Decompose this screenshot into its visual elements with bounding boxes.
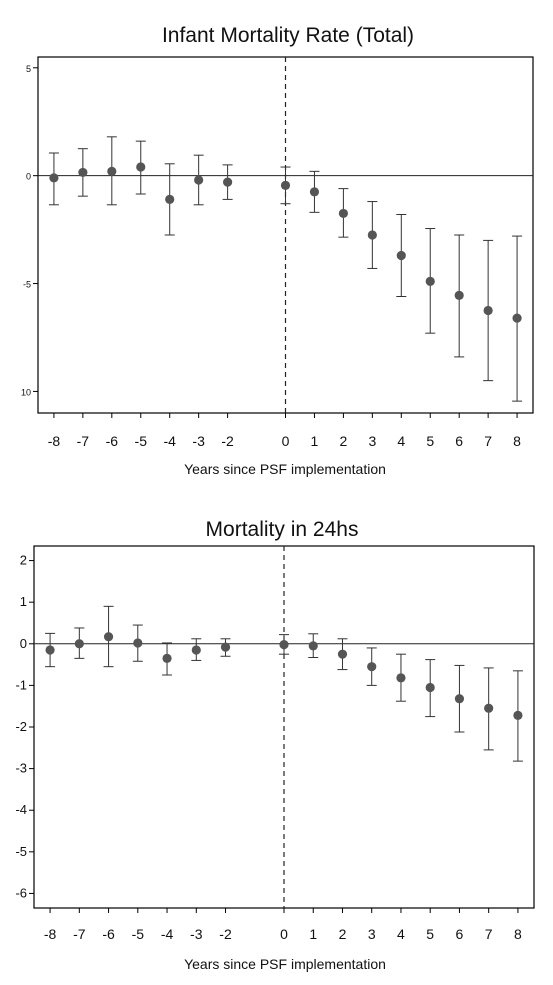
x-tick-label: -5 [135,433,148,449]
point-estimate [454,694,465,704]
x-tick-label: 1 [311,433,319,449]
point-estimate [396,673,406,683]
point-estimate [162,653,172,663]
y-tick-label: -5 [15,844,27,859]
y-tick-label: 0 [20,636,27,651]
point-estimate [308,641,318,651]
x-tick-label: 3 [368,926,376,942]
y-tick-label: -2 [15,719,27,734]
x-tick-label: -2 [219,926,232,942]
x-tick-label: -4 [163,433,176,449]
chart-title-1: Infant Mortality Rate (Total) [162,24,414,47]
x-tick-label: 7 [485,926,493,942]
point-estimate [396,250,406,261]
y-axis-ticks-1: 5 0 -5 10 [21,64,38,397]
x-tick-label: 6 [456,926,464,942]
point-estimate [107,166,117,176]
point-estimate [220,642,231,652]
x-tick-label: -8 [44,926,57,942]
point-estimate [512,313,522,323]
x-tick-label: 7 [484,433,492,449]
chart-panel-1: Infant Mortality Rate (Total) 50-510 -8-… [21,24,534,477]
point-estimate [133,638,143,648]
x-tick-label: 3 [368,433,376,449]
x-tick-label: -8 [48,433,61,449]
x-tick-label: 5 [426,926,434,942]
x-tick-label: 2 [339,926,347,942]
y-axis-ticks-2: 2 1 0 -1 -2 -3 -4 -5 -6 [15,553,34,900]
data-marks-2 [45,605,523,762]
point-estimate [280,180,291,190]
x-tick-label: 8 [513,433,521,449]
point-estimate [337,649,348,659]
x-tick-label: 0 [280,926,288,942]
x-axis-ticks-2: -8 -7 -6 -5 -4 -3 -2 0 1 2 3 4 5 6 7 8 [44,908,522,942]
y-tick-label: -4 [15,802,27,817]
y-tick-label: 2 [20,553,27,568]
x-axis-ticks-1: -8 -7 -6 -5 -4 -3 -2 0 1 2 3 4 5 6 7 8 [48,413,521,449]
data-marks-1 [48,136,523,402]
y-tick-label: 0 [26,172,31,182]
x-tick-label: 4 [397,926,405,942]
x-tick-label: 8 [514,926,522,942]
point-estimate [513,710,523,720]
x-axis-label-2: Years since PSF implementation [184,956,386,972]
x-tick-label: -4 [161,926,174,942]
point-estimate [45,645,55,655]
y-tick-label: -5 [23,280,31,290]
point-estimate [483,305,493,316]
point-estimate [309,187,320,197]
point-estimate [49,173,59,183]
point-estimate [484,703,494,713]
x-tick-label: 1 [309,926,317,942]
x-axis-label-1: Years since PSF implementation [184,461,386,477]
point-estimate [425,276,435,286]
x-tick-label: -5 [132,926,145,942]
x-tick-label: 0 [282,433,290,449]
x-tick-label: -6 [102,926,115,942]
x-tick-label: 6 [455,433,463,449]
point-estimate [367,230,377,240]
y-tick-label: 10 [21,387,31,397]
point-estimate [279,640,289,650]
point-estimate [74,639,84,649]
point-estimate [367,662,377,672]
point-estimate [194,175,204,185]
point-estimate [338,208,348,219]
y-tick-label: -1 [15,677,27,692]
point-estimate [425,682,435,693]
y-tick-label: -6 [15,885,27,900]
y-tick-label: 5 [26,64,31,74]
x-tick-label: 5 [426,433,434,449]
point-estimate [223,177,233,187]
point-estimate [103,632,114,642]
x-tick-label: -2 [221,433,234,449]
chart-panel-2: Mortality in 24hs 2 1 0 -1 -2 -3 -4 -5 -6 -8 -7 -6… [15,518,535,972]
x-tick-label: -7 [77,433,90,449]
chart-title-2: Mortality in 24hs [206,518,359,541]
point-estimate [136,162,146,172]
point-estimate [165,194,175,204]
point-estimate [191,645,201,655]
x-tick-label: -6 [106,433,119,449]
x-tick-label: 4 [397,433,405,449]
point-estimate [78,167,88,178]
y-tick-label: 1 [20,594,27,609]
x-tick-label: -3 [190,926,203,942]
x-tick-label: -3 [192,433,205,449]
x-tick-label: 2 [339,433,347,449]
x-tick-label: -7 [73,926,86,942]
point-estimate [454,290,464,301]
y-tick-label: -3 [15,761,27,776]
